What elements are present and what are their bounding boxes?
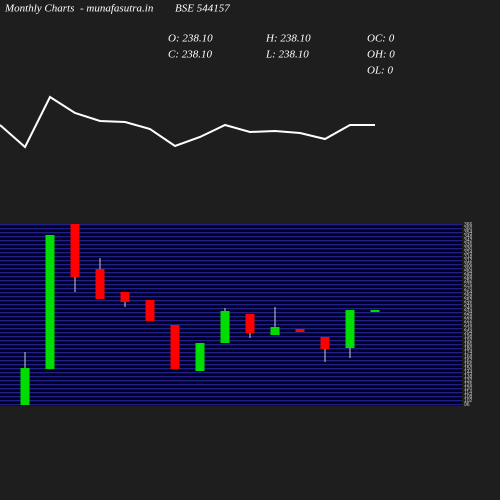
y-tick-label: 342: [464, 238, 473, 244]
y-tick-label: 354: [464, 230, 473, 236]
y-tick-label: 186: [464, 342, 473, 348]
candle-body: [20, 368, 30, 405]
y-tick-label: 114: [464, 390, 472, 396]
y-tick-label: 348: [464, 234, 473, 240]
y-tick-label: 306: [464, 262, 473, 268]
y-tick-label: 204: [464, 330, 473, 336]
stat: OC: 0: [367, 33, 395, 45]
stat: OL: 0: [367, 65, 393, 77]
candle-body: [220, 311, 230, 343]
y-tick-label: 150: [464, 366, 473, 372]
y-tick-label: 258: [464, 294, 473, 300]
y-tick-label: 138: [464, 374, 473, 380]
y-tick-label: 300: [464, 266, 473, 272]
y-tick-label: 252: [464, 298, 473, 304]
candle-body: [170, 325, 180, 369]
y-tick-label: 330: [464, 246, 473, 252]
y-tick-label: 162: [464, 358, 473, 364]
price-panel: [0, 224, 462, 406]
candle-body: [45, 235, 55, 369]
y-tick-label: 234: [464, 310, 473, 316]
y-tick-label: 102: [464, 398, 473, 404]
candle-body: [345, 310, 355, 348]
y-tick-label: 222: [464, 318, 473, 324]
y-tick-label: 318: [464, 254, 473, 260]
candle-body: [70, 224, 80, 277]
y-tick-label: 144: [464, 370, 473, 376]
y-tick-label: 240: [464, 306, 473, 312]
y-tick-label: 264: [464, 290, 473, 296]
y-tick-label: 282: [464, 278, 473, 284]
y-tick-label: 120: [464, 386, 473, 392]
candle-body: [270, 327, 280, 335]
candle-body: [145, 300, 155, 321]
stat: O: 238.10: [168, 33, 213, 45]
y-tick-label: 198: [464, 334, 473, 340]
stat: OH: 0: [367, 49, 395, 61]
candle-body: [295, 329, 305, 332]
y-tick-label: 360: [464, 226, 473, 232]
y-tick-label: 156: [464, 362, 473, 368]
y-tick-label: 192: [464, 338, 473, 344]
y-tick-label: 276: [464, 282, 473, 288]
y-tick-label: 174: [464, 350, 473, 356]
y-tick-label: 246: [464, 302, 473, 308]
y-tick-label: 228: [464, 314, 473, 320]
y-tick-label: 288: [464, 274, 473, 280]
chart-type: Monthly Charts: [4, 3, 74, 15]
stat: H: 238.10: [265, 33, 311, 45]
y-tick-label: 324: [464, 250, 473, 256]
candle-body: [320, 337, 330, 349]
y-tick-label: 366: [464, 222, 473, 228]
candle-body: [245, 314, 255, 333]
y-tick-label: 132: [464, 378, 473, 384]
y-tick-label: 126: [464, 382, 473, 388]
y-tick-label: 168: [464, 354, 473, 360]
symbol: BSE 544157: [175, 3, 230, 15]
candle-body: [370, 310, 380, 312]
stat: L: 238.10: [265, 49, 309, 61]
candle-body: [195, 343, 205, 371]
y-tick-label: 210: [464, 326, 473, 332]
y-tick-label: 108: [464, 394, 473, 400]
site: - munafasutra.in: [80, 3, 154, 15]
y-tick-label: 216: [464, 322, 473, 328]
y-tick-label: 294: [464, 270, 473, 276]
y-tick-label: 180: [464, 346, 473, 352]
candle-body: [120, 292, 130, 302]
y-tick-label: 336: [464, 242, 473, 248]
y-tick-label: 312: [464, 258, 473, 264]
candle-body: [95, 269, 105, 299]
y-tick-label: 96: [464, 402, 470, 408]
stat: C: 238.10: [168, 49, 213, 61]
line: [0, 95, 375, 149]
y-tick-label: 270: [464, 286, 473, 292]
